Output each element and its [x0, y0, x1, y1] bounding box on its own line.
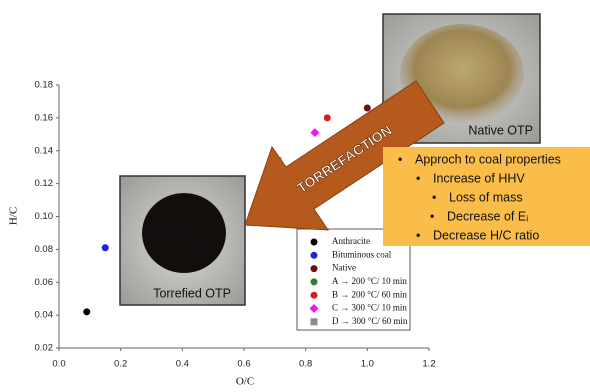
x-tick-label: 0.8 [299, 359, 312, 370]
bullet: • [430, 209, 434, 223]
photo-caption: Native OTP [468, 123, 533, 137]
legend-label: Native [332, 263, 356, 273]
property-box: • Approch to coal properties • Increase of … [383, 147, 590, 246]
marker [324, 114, 331, 121]
legend-label: Anthracite [332, 236, 370, 246]
marker [311, 265, 318, 272]
bullet: • [432, 190, 436, 204]
marker [311, 278, 318, 285]
y-tick-label: 0.06 [35, 277, 54, 288]
legend-label: B → 200 °C/ 60 min [332, 289, 407, 299]
bullet: • [416, 228, 420, 242]
marker [310, 128, 319, 137]
x-tick-label: 0.2 [114, 359, 127, 370]
x-tick-label: 1.2 [422, 359, 435, 370]
y-tick-label: 0.14 [35, 145, 54, 156]
torrefied-photo: Torrefied OTP [120, 176, 245, 305]
marker [311, 252, 318, 259]
y-tick-label: 0.02 [35, 343, 54, 354]
marker [102, 244, 109, 251]
x-tick-label: 0.0 [52, 359, 65, 370]
bullet: • [398, 152, 402, 166]
y-axis-label: H/C [8, 207, 20, 225]
property-item: Approch to coal properties [415, 152, 561, 166]
x-tick-label: 0.6 [237, 359, 250, 370]
property-item: Decrease of Eᵢ [447, 209, 528, 223]
photo-caption: Torrefied OTP [153, 286, 231, 300]
marker [311, 292, 318, 299]
legend-label: Bituminous coal [332, 249, 392, 259]
y-tick-label: 0.16 [35, 112, 54, 123]
x-tick-label: 0.4 [176, 359, 189, 370]
property-item: Loss of mass [449, 190, 523, 204]
x-axis-label: O/C [236, 376, 254, 388]
legend-label: A → 200 °C/ 10 min [332, 276, 407, 286]
y-tick-label: 0.10 [35, 211, 54, 222]
legend-label: D → 300 °C/ 60 min [332, 316, 408, 326]
marker [83, 308, 90, 315]
marker [311, 318, 318, 325]
legend-label: C → 300 °C/ 10 min [332, 303, 407, 313]
property-item: Decrease H/C ratio [433, 228, 539, 242]
bullet: • [416, 171, 420, 185]
y-tick-label: 0.08 [35, 244, 54, 255]
x-tick-label: 1.0 [361, 359, 374, 370]
y-tick-label: 0.18 [35, 80, 54, 91]
y-tick-label: 0.12 [35, 178, 54, 189]
marker [364, 105, 371, 112]
y-tick-label: 0.04 [35, 310, 54, 321]
chart: O/C H/C 0.0 0.2 0.4 0.6 0.8 1.0 1.2 0.02 0.04 0.0… [0, 0, 590, 392]
property-item: Increase of HHV [433, 171, 525, 185]
marker [311, 239, 318, 246]
